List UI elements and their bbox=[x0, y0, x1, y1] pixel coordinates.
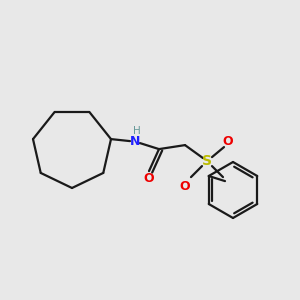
Text: S: S bbox=[202, 154, 212, 168]
Text: O: O bbox=[180, 180, 190, 193]
Text: H: H bbox=[133, 126, 141, 136]
Text: O: O bbox=[144, 172, 154, 184]
Text: N: N bbox=[130, 135, 140, 148]
Text: O: O bbox=[223, 135, 233, 148]
